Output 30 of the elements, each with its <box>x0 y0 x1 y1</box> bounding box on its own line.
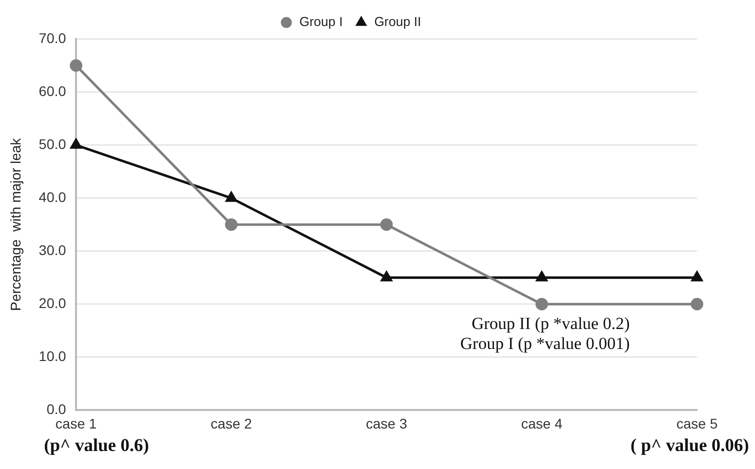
y-tick-label: 70.0 <box>38 30 66 46</box>
legend-label: Group II <box>374 14 422 30</box>
point <box>226 192 237 202</box>
y-axis-title: Percentage with major leak <box>7 137 24 311</box>
x-tick-label: case 4 <box>521 415 563 432</box>
point <box>380 271 392 282</box>
legend-label: Group I <box>299 14 343 30</box>
point <box>690 298 704 310</box>
annotation: Group II (p *value 0.2) <box>472 314 630 334</box>
x-tick-label: case 5 <box>676 415 718 432</box>
y-tick-label: 20.0 <box>38 295 66 311</box>
text: (p^ value 0.6) <box>44 434 150 455</box>
point <box>70 138 82 149</box>
annotation: Group I (p *value 0.001) <box>460 334 630 354</box>
text: ( p^ value 0.06) <box>630 434 749 455</box>
y-tick-label: 10.0 <box>38 348 66 364</box>
x-tick-label: case 2 <box>210 415 252 432</box>
point <box>380 218 393 231</box>
point <box>536 271 548 282</box>
point <box>225 218 238 231</box>
y-tick-label: 30.0 <box>38 242 66 258</box>
y-tick-label: 0.0 <box>46 401 66 418</box>
y-tick-label: 60.0 <box>38 82 66 99</box>
x-tick-label: case 3 <box>366 415 408 432</box>
point <box>536 298 548 310</box>
x-tick-label: case 1 <box>55 415 97 432</box>
y-tick-label: 50.0 <box>38 136 66 152</box>
y-tick-label: 40.0 <box>38 188 66 205</box>
point <box>70 59 82 72</box>
point <box>691 271 703 282</box>
